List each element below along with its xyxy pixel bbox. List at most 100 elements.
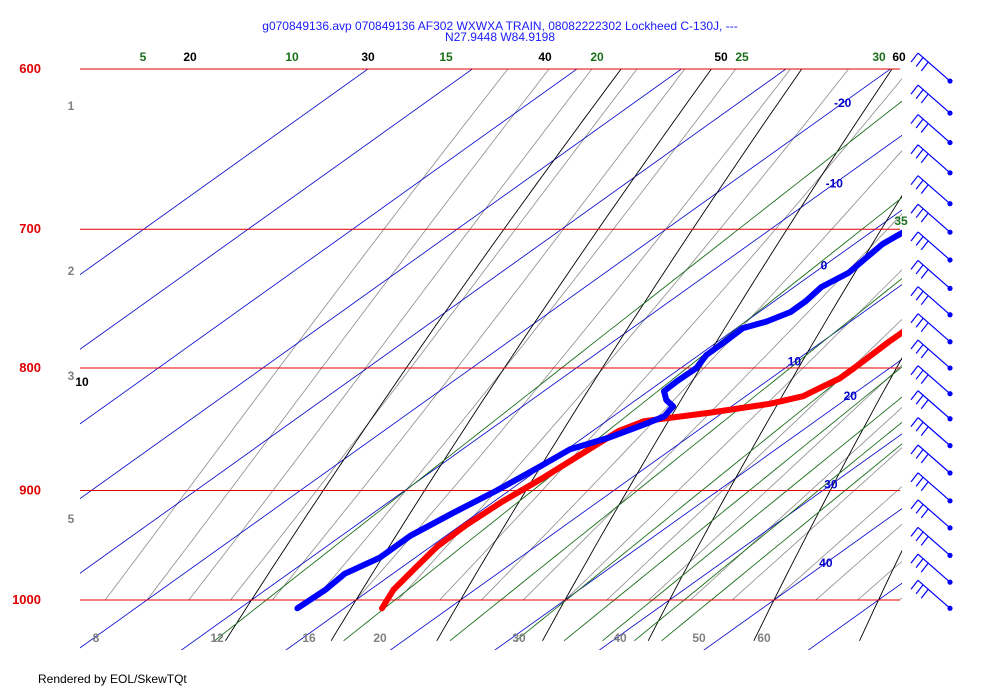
isotherm-line [80,69,578,425]
wind-barb-station-dot [947,78,953,84]
wind-barb-flag [920,481,929,492]
wind-barb-flag [915,344,924,354]
wind-barb-flag [910,313,919,324]
wind-barb-station-dot [947,416,953,422]
isotherm-line [285,209,902,650]
wind-barb-station-dot [947,170,953,176]
wind-barb-flag [920,268,929,279]
wind-barb-flag [920,61,929,72]
wind-barb [910,231,953,263]
wind-barb-flag [915,558,924,569]
wind-barb-flag [910,260,919,270]
mixing-ratio-label: 10 [285,50,299,64]
moist-adiabat-line [564,269,902,601]
wind-barb-staff [917,231,951,261]
isotherm-line [703,508,902,650]
wind-barb-flag [910,444,919,455]
moist-adiabat-line [857,560,902,601]
dry-adiabat-label: 30 [361,50,375,64]
isotherm-line [598,433,902,650]
mixing-ratio-label: 35 [894,214,908,228]
moist-adiabat-label: 12 [210,631,224,645]
dry-adiabat-line [542,69,893,642]
isotherm-label: 30 [824,478,838,492]
mixing-ratio-line [602,396,902,642]
wind-barb-flag [910,286,919,297]
wind-barb-flag [910,553,919,564]
wind-barb [910,472,953,504]
wind-barb [910,144,953,176]
wind-barb-flag [910,52,919,63]
isotherm-label: -10 [826,177,844,191]
wind-barb [910,286,953,318]
wind-barb-flag [910,175,919,186]
wind-barb-flag [910,365,919,376]
dry-adiabat-line [436,69,803,642]
isotherm-line [494,358,902,650]
wind-barb-flag [920,508,929,519]
isotherm-line [80,69,474,350]
dry-adiabat-line [753,357,902,641]
mixing-ratio-line [634,421,902,642]
moist-adiabat-label: 3 [68,369,75,383]
wind-barb-flag [915,531,924,542]
wind-barb [910,553,953,585]
wind-barb [910,365,953,397]
dry-adiabat-label: 60 [892,50,906,64]
wind-barb [910,390,953,422]
pressure-label: 600 [19,61,41,76]
wind-barb [910,417,953,449]
pressure-label: 700 [19,221,41,236]
wind-barb-flag [920,374,929,385]
wind-barb [910,499,953,531]
isotherm-line [80,69,683,500]
moist-adiabat-line [815,523,902,601]
pressure-label: 1000 [12,592,41,607]
dry-adiabat-line [965,34,1000,641]
chart-title-line1: g070849136.avp 070849136 AF302 WXWXA TRA… [262,19,737,33]
wind-barb-flag [920,240,929,251]
wind-barb-staff [917,175,951,205]
wind-barb-flag [920,562,929,573]
moist-adiabat-line [313,69,737,601]
moist-adiabat-label: 1 [68,99,75,113]
dewpoint-profile-line [294,229,902,612]
moist-adiabat-line [104,69,509,601]
wind-barb-staff [917,144,951,174]
moist-adiabat-line [773,485,902,601]
moist-adiabat-label: 50 [692,631,706,645]
wind-barb-flag [920,153,929,164]
sounding-profiles [294,229,902,612]
moist-adiabat-label: 16 [302,631,316,645]
wind-barb [910,259,953,292]
wind-barb-station-dot [947,579,953,585]
wind-barb-flag [920,426,929,436]
mixing-ratio-line [449,277,902,642]
wind-barb [910,175,953,207]
isotherm-label: -20 [834,96,852,110]
dry-adiabat-label: 40 [538,50,552,64]
wind-barb-flag [915,504,924,514]
wind-barb-station-dot [947,470,953,476]
isotherm-label: 0 [821,259,828,273]
wind-barb-staff [917,114,951,144]
dry-adiabat-line [647,194,902,642]
mixing-ratio-line [214,100,902,642]
dry-adiabat-line [225,69,622,642]
wind-barb-flag [915,369,924,380]
moist-adiabat-label: 30 [512,631,526,645]
wind-barb-station-dot [947,391,953,397]
wind-barb-flag [920,453,929,464]
wind-barb-flag [915,264,924,275]
mixing-ratio-label: 20 [590,50,604,64]
wind-barb [910,579,953,611]
wind-barb-flag [920,295,929,306]
wind-barb-flag [920,184,929,195]
moist-adiabat-label: 60 [757,631,771,645]
wind-barb-flag [910,417,919,428]
wind-barb-flag [915,179,924,190]
wind-barb [910,339,953,371]
wind-barb [910,52,953,84]
mixing-ratio-line [661,443,902,642]
wind-barb-staff [917,499,951,529]
